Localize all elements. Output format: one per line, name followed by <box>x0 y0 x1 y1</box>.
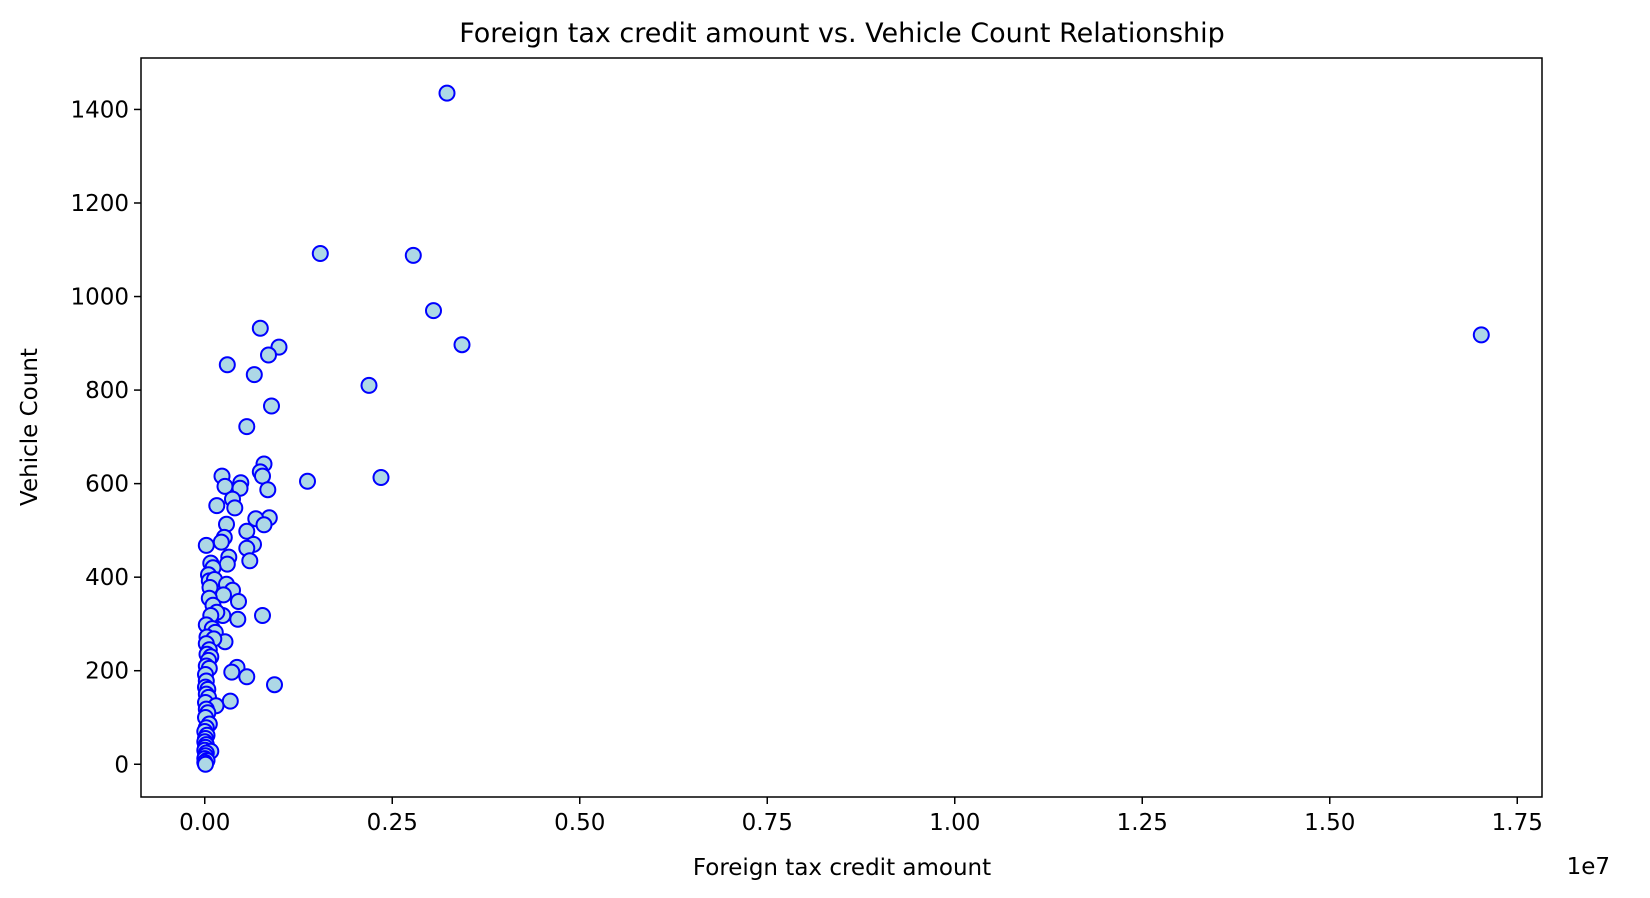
x-tick-label: 1.75 <box>1492 810 1543 836</box>
x-tick-label: 0.00 <box>179 810 230 836</box>
x-axis-label: Foreign tax credit amount <box>693 855 991 881</box>
data-point <box>221 692 239 710</box>
y-tick-label: 400 <box>85 565 129 591</box>
y-tick-label: 1400 <box>70 97 129 123</box>
y-tick-label: 800 <box>85 378 129 404</box>
data-point <box>425 302 442 320</box>
data-point <box>372 469 390 486</box>
y-axis: 0 200 400 600 800 1000 1200 1400 <box>70 97 141 778</box>
data-point <box>241 552 259 570</box>
data-point <box>238 418 256 436</box>
chart-title: Foreign tax credit amount vs. Vehicle Co… <box>459 18 1225 49</box>
data-point <box>197 536 215 554</box>
data-point <box>245 366 263 384</box>
y-tick-label: 600 <box>85 472 129 498</box>
data-point <box>255 516 273 534</box>
data-point <box>208 497 226 515</box>
x-tick-label: 1.00 <box>929 810 980 836</box>
x-tick-label: 1.25 <box>1117 810 1168 836</box>
data-point <box>266 676 283 694</box>
y-tick-label: 1200 <box>70 191 129 217</box>
y-axis-label: Vehicle Count <box>17 348 43 506</box>
x-tick-label: 1.50 <box>1304 810 1355 836</box>
data-point <box>254 607 271 624</box>
data-point <box>260 346 277 364</box>
y-tick-label: 200 <box>85 659 129 685</box>
x-tick-label: 0.75 <box>742 810 793 836</box>
data-point <box>360 376 378 394</box>
data-point <box>197 755 214 773</box>
x-tick-label: 0.50 <box>554 810 605 836</box>
plot-frame <box>140 57 1543 798</box>
x-axis: 0.00 0.25 0.50 0.75 1.00 1.25 1.50 1.75 <box>179 797 1543 836</box>
x-tick-label: 0.25 <box>367 810 418 836</box>
data-point <box>263 397 280 415</box>
data-point <box>1472 326 1490 344</box>
data-point <box>404 246 422 264</box>
data-point <box>229 610 247 628</box>
data-point <box>223 663 241 681</box>
x-offset-label: 1e7 <box>1567 854 1610 880</box>
data-point <box>226 499 244 517</box>
data-point <box>299 472 316 490</box>
data-point <box>251 319 269 337</box>
y-tick-label: 1000 <box>70 285 129 311</box>
data-point <box>216 477 234 495</box>
data-point <box>238 668 256 686</box>
data-point <box>453 336 471 354</box>
data-point <box>230 593 247 610</box>
points-layer <box>196 84 1490 773</box>
data-point <box>218 356 236 374</box>
data-point <box>259 481 277 499</box>
data-point <box>311 245 329 262</box>
data-point <box>212 533 230 551</box>
data-point <box>438 84 456 102</box>
data-point <box>218 555 236 573</box>
y-tick-label: 0 <box>114 752 129 778</box>
data-point <box>238 522 256 540</box>
